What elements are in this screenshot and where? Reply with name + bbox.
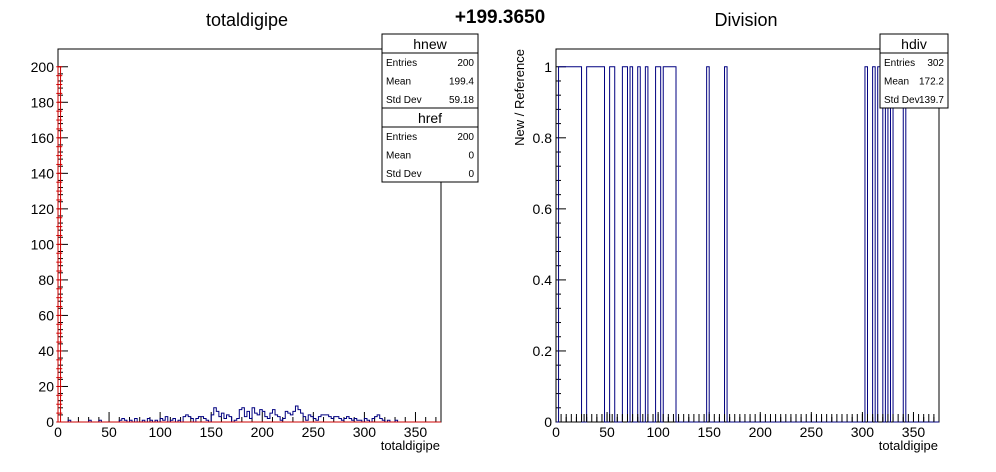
left-histogram-panel: totaldigipe 020406080100120140160180200 …	[31, 10, 479, 453]
x-tick-label: 100	[148, 424, 172, 440]
x-tick-label: 150	[200, 424, 224, 440]
stat-value: 200	[457, 132, 474, 143]
stat-box-href	[381, 107, 479, 183]
stat-label: Entries	[386, 58, 417, 69]
x-tick-label: 50	[599, 424, 615, 440]
hdiv-histogram	[556, 66, 939, 423]
stat-value: 139.7	[919, 95, 944, 106]
stat-label: Entries	[884, 58, 915, 69]
stat-box-title: href	[418, 110, 442, 126]
y-tick-label: 80	[38, 272, 54, 288]
y-tick-label: 0	[544, 414, 552, 430]
stat-box-title: hnew	[413, 36, 447, 52]
y-tick-label: 0	[46, 414, 54, 430]
center-label: +199.3650	[455, 7, 545, 28]
stat-value: 302	[927, 58, 944, 69]
stat-value: 0	[468, 169, 474, 180]
right-x-axis-title: totaldigipe	[879, 438, 938, 453]
y-tick-label: 40	[38, 343, 54, 359]
right-y-axis-title: New / Reference	[512, 49, 527, 146]
y-tick-label: 0.8	[533, 130, 553, 146]
stat-box-title: hdiv	[901, 36, 927, 52]
right-stats-boxes: hdiv Entries 302 Mean 172.2 Std Dev 139.7	[879, 33, 949, 109]
left-x-axis: 0 50 100 150 200 250 300 350	[54, 412, 437, 440]
x-tick-label: 350	[902, 424, 926, 440]
left-x-axis-title: totaldigipe	[381, 438, 440, 453]
x-tick-label: 300	[353, 424, 377, 440]
x-tick-label: 0	[54, 424, 62, 440]
stat-label: Std Dev	[884, 95, 920, 106]
stat-label: Std Dev	[386, 169, 422, 180]
stat-value: 59.18	[449, 95, 474, 106]
stat-label: Mean	[386, 77, 411, 88]
y-tick-label: 120	[31, 201, 55, 217]
stat-value: 199.4	[449, 77, 474, 88]
right-chart-title: Division	[714, 10, 777, 30]
x-tick-label: 50	[101, 424, 117, 440]
right-histogram-series	[555, 66, 939, 423]
y-tick-label: 1	[544, 59, 552, 75]
x-tick-label: 0	[552, 424, 560, 440]
x-tick-label: 300	[851, 424, 875, 440]
right-x-axis: 0 50 100 150 200 250 300 350	[552, 412, 935, 440]
stat-box-hdiv	[879, 33, 949, 109]
x-tick-label: 250	[302, 424, 326, 440]
y-tick-label: 60	[38, 307, 54, 323]
x-tick-label: 200	[251, 424, 275, 440]
stat-value: 172.2	[919, 77, 944, 88]
left-chart-title: totaldigipe	[206, 10, 288, 30]
x-tick-label: 100	[646, 424, 670, 440]
y-tick-label: 0.2	[533, 343, 553, 359]
y-tick-label: 100	[31, 236, 55, 252]
x-tick-label: 200	[749, 424, 773, 440]
y-tick-label: 20	[38, 378, 54, 394]
left-y-axis: 0 20 40 60 80 100 120 140 160 180 200	[31, 59, 68, 430]
stat-box-hnew	[381, 33, 479, 109]
y-tick-label: 0.6	[533, 201, 553, 217]
stat-label: Entries	[386, 132, 417, 143]
stat-value: 200	[457, 58, 474, 69]
x-tick-label: 350	[404, 424, 428, 440]
y-tick-label: 0.4	[533, 272, 553, 288]
left-histogram-series	[56, 66, 441, 423]
stat-label: Mean	[884, 77, 909, 88]
y-tick-label: 160	[31, 130, 55, 146]
y-tick-label: 140	[31, 165, 55, 181]
hnew-histogram	[58, 405, 441, 423]
stat-value: 0	[468, 151, 474, 162]
right-y-axis: 0 0.2 0.4 0.6 0.8 1	[533, 59, 566, 430]
stat-label: Mean	[386, 151, 411, 162]
y-tick-label: 200	[31, 59, 55, 75]
x-tick-label: 250	[800, 424, 824, 440]
stat-label: Std Dev	[386, 95, 422, 106]
right-division-panel: Division 0 0.2 0.4 0.6 0.8 1 0 50 100 150 200 250 3…	[512, 10, 949, 453]
x-tick-label: 150	[698, 424, 722, 440]
y-tick-label: 180	[31, 94, 55, 110]
